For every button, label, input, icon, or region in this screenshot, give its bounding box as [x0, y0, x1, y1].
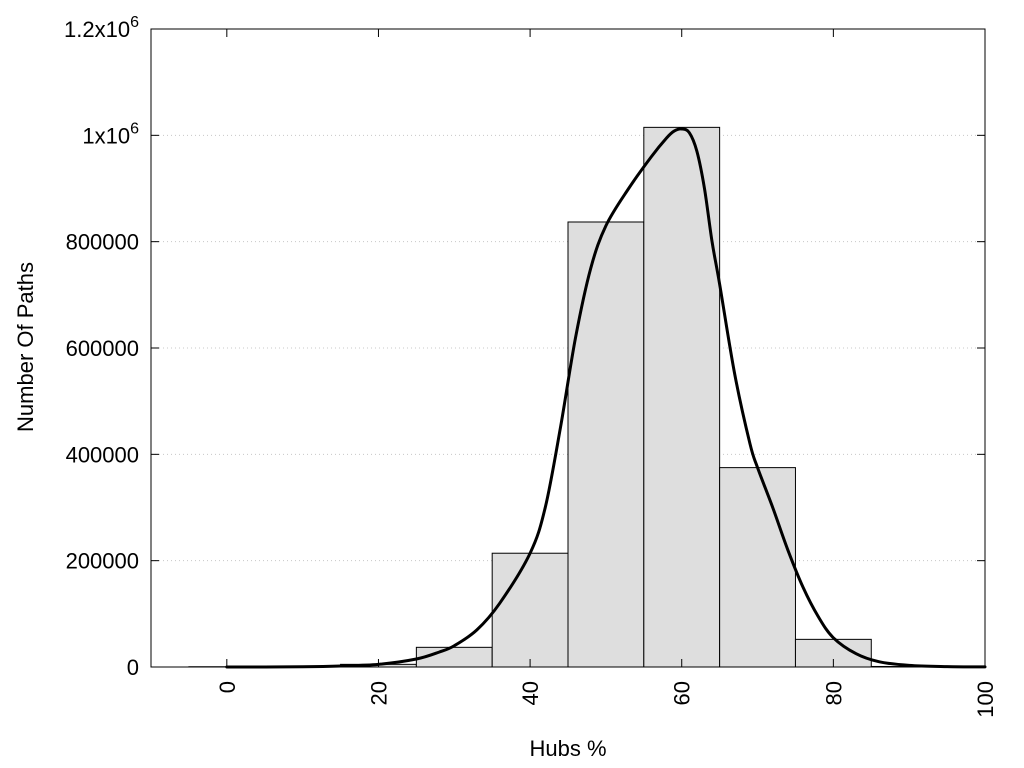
density-curve-layer	[225, 127, 987, 669]
bar-5	[567, 221, 645, 668]
y-axis-title: Number Of Paths	[13, 262, 38, 432]
bar-4	[491, 552, 569, 668]
y-tick-label-6: 1.2x106	[64, 14, 139, 42]
x-tick-label-2: 40	[518, 681, 543, 705]
y-tick-label-1: 200000	[66, 549, 139, 574]
bar-7	[719, 467, 796, 668]
y-tick-label-2: 400000	[66, 442, 139, 467]
x-axis-title: Hubs %	[529, 736, 606, 761]
y-tick-labels: 0 200000 400000 600000 800000 1x106 1.2x106	[64, 14, 139, 680]
x-tick-label-0: 0	[215, 681, 240, 693]
density-curve	[225, 127, 987, 669]
x-tick-label-3: 60	[670, 681, 695, 705]
axes	[150, 28, 986, 668]
histogram-bars	[188, 126, 948, 668]
y-tick-label-5: 1x106	[82, 120, 139, 148]
y-tick-label-3: 600000	[66, 336, 139, 361]
x-tick-label-4: 80	[821, 681, 846, 705]
x-tick-labels: 0 20 40 60 80 100	[215, 681, 998, 718]
x-tick-label-5: 100	[973, 681, 998, 718]
y-tick-label-0: 0	[127, 655, 139, 680]
x-tick-label-1: 20	[366, 681, 391, 705]
y-tick-label-4: 800000	[66, 230, 139, 255]
